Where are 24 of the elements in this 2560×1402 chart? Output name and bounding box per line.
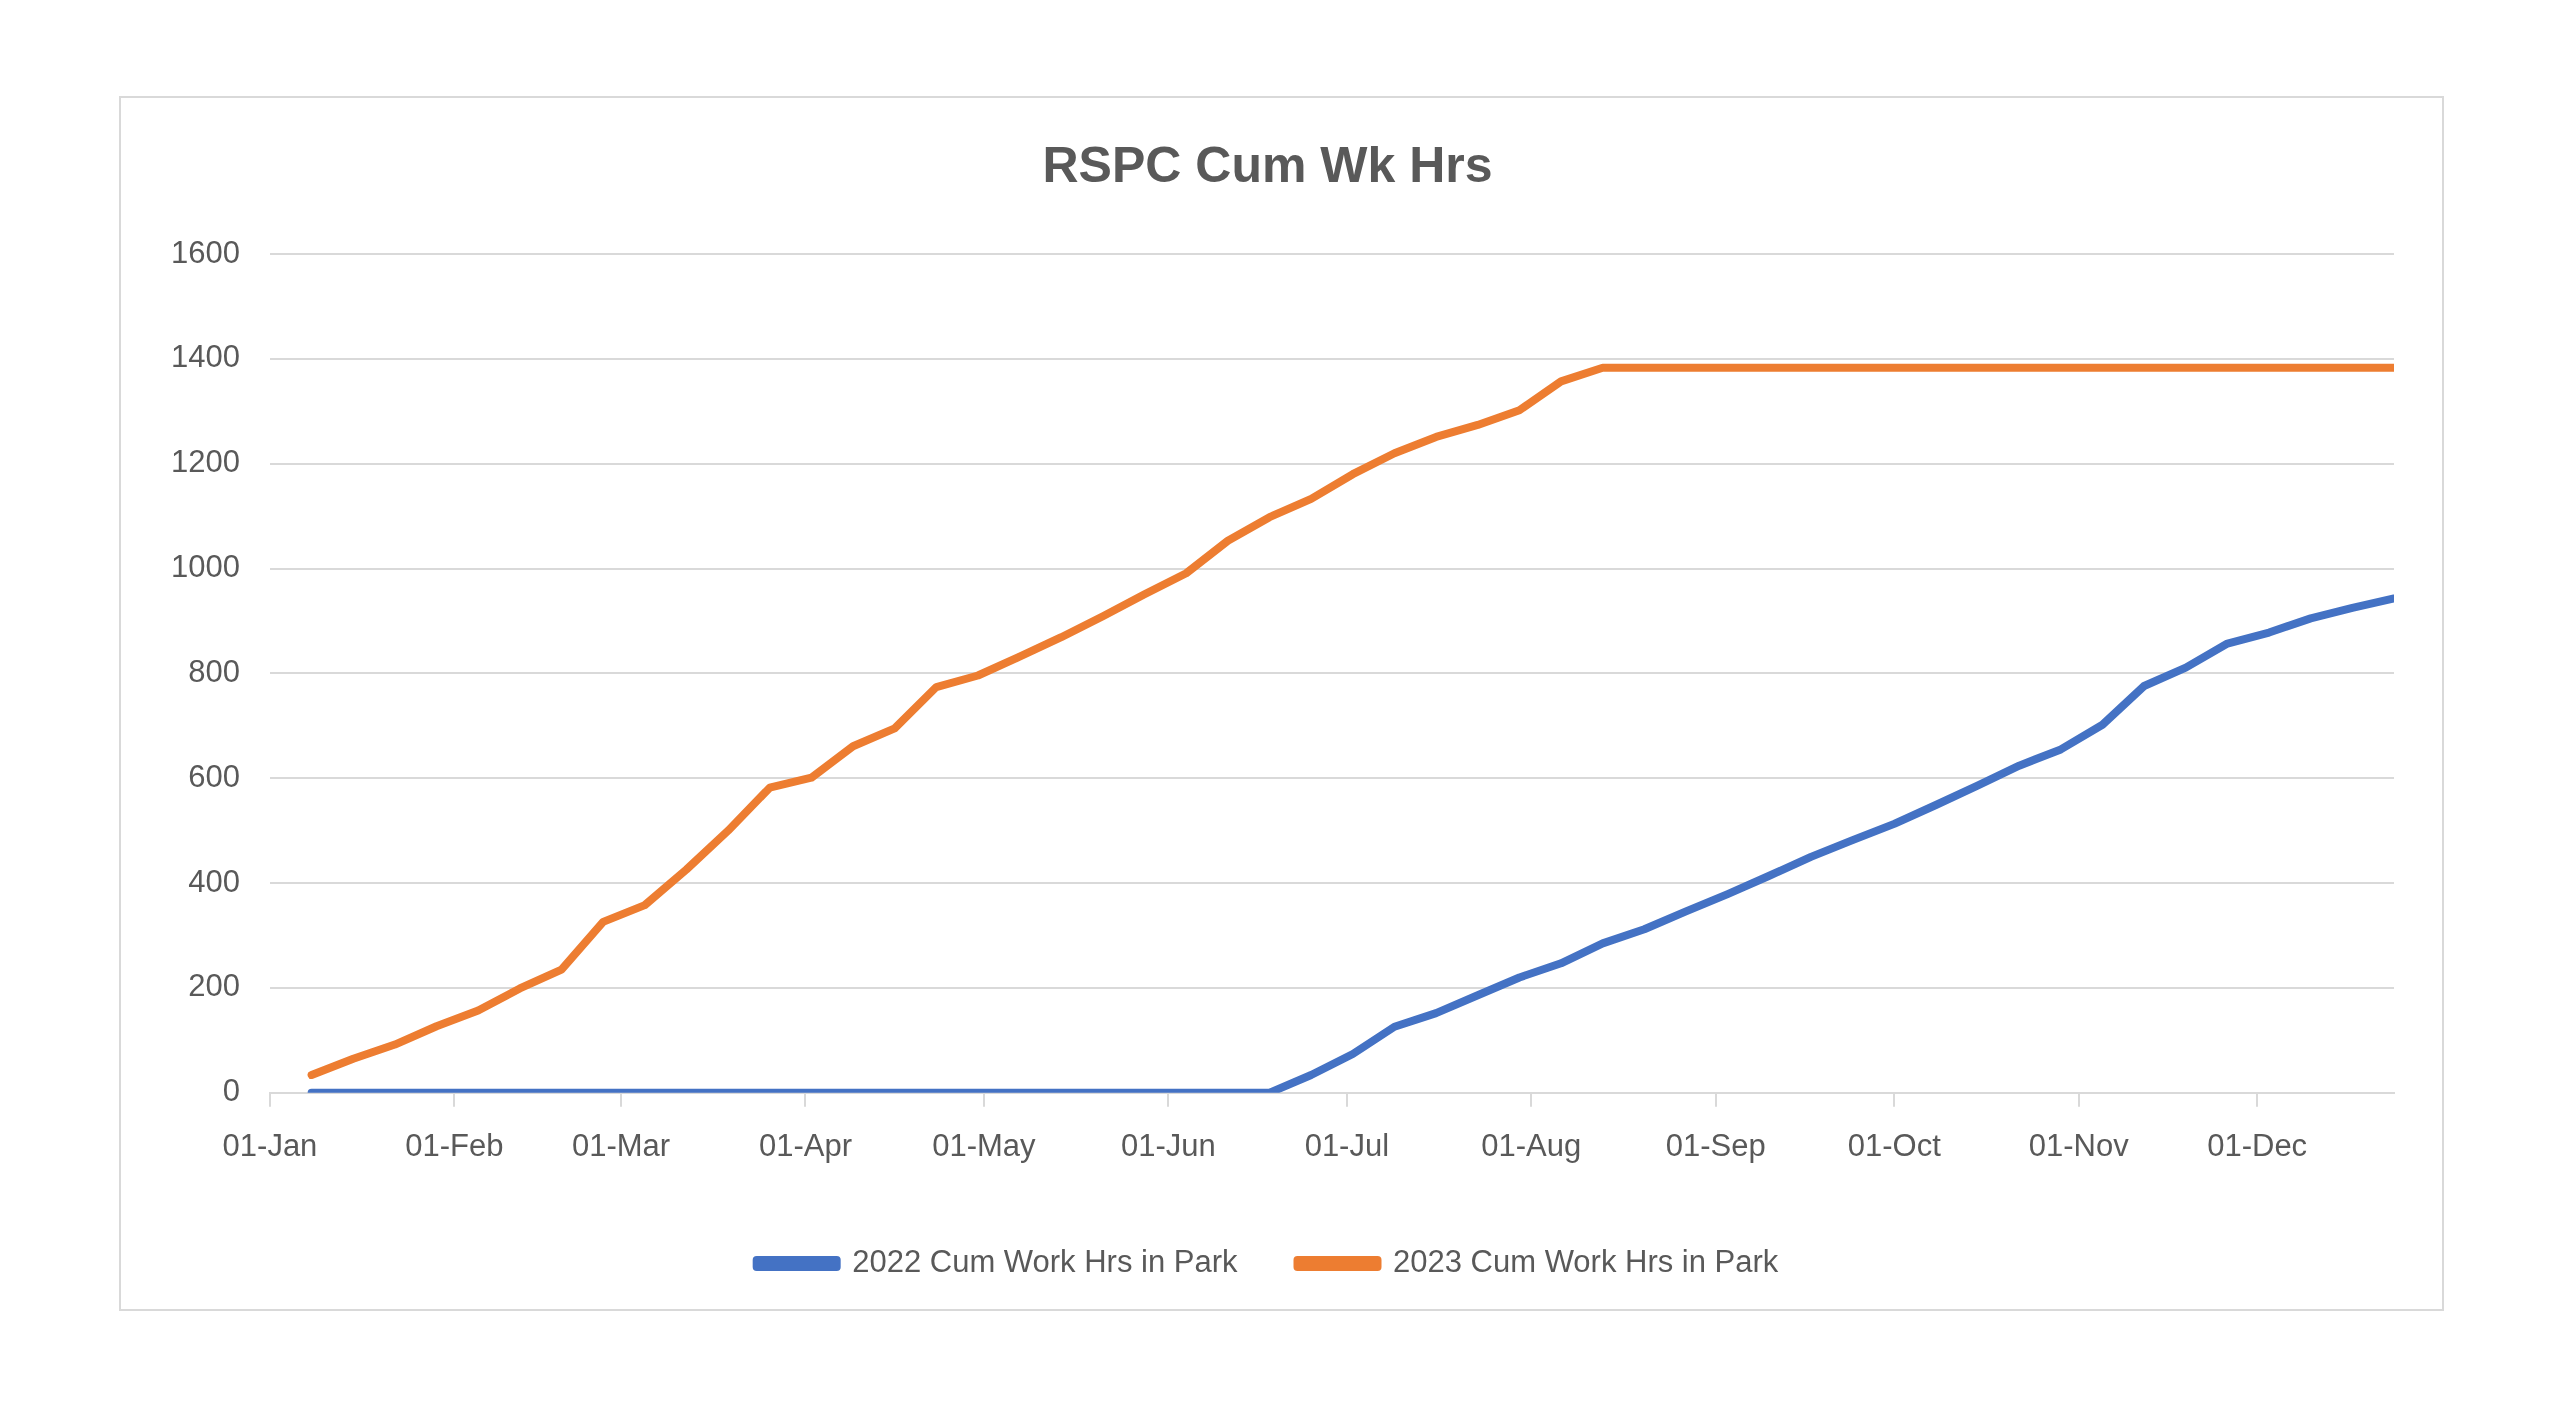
x-tick-label: 01-May (932, 1127, 1037, 1163)
x-tick-label: 01-Dec (2207, 1127, 2308, 1163)
x-tick-label: 01-Jul (1304, 1127, 1390, 1163)
x-tick-label: 01-Oct (1847, 1127, 1942, 1163)
y-tick-label: 1600 (170, 234, 240, 270)
y-tick-label: 400 (188, 863, 240, 899)
x-tick-label: 01-Jan (222, 1127, 318, 1163)
legend-label: 2022 Cum Work Hrs in Park (852, 1244, 1238, 1280)
chart-title: RSPC Cum Wk Hrs (1042, 136, 1493, 193)
x-tick-label: 01-Feb (405, 1127, 504, 1163)
legend-label: 2023 Cum Work Hrs in Park (1393, 1244, 1779, 1280)
x-tick-label: 01-Sep (1665, 1127, 1766, 1163)
y-tick-label: 800 (188, 653, 240, 689)
y-tick-label: 200 (188, 968, 240, 1004)
x-tick-label: 01-Aug (1481, 1127, 1582, 1163)
y-tick-label: 600 (188, 758, 240, 794)
x-tick-label: 01-Apr (758, 1127, 852, 1163)
y-tick-label: 0 (222, 1073, 240, 1109)
y-tick-label: 1400 (170, 339, 240, 375)
x-tick-label: 01-Mar (571, 1127, 671, 1163)
y-tick-label: 1200 (170, 444, 240, 480)
y-tick-label: 1000 (170, 549, 240, 585)
x-tick-label: 01-Nov (2028, 1127, 2130, 1163)
x-tick-label: 01-Jun (1120, 1127, 1216, 1163)
